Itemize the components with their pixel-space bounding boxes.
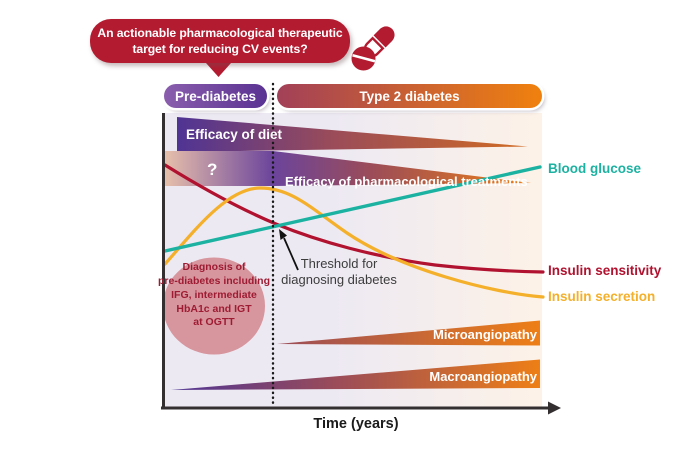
threshold-line-1: Threshold for bbox=[300, 256, 378, 271]
efficacy-of-pharmacological-treatments-wedge bbox=[273, 151, 531, 186]
question-band bbox=[163, 151, 273, 186]
blood-glucose-line bbox=[163, 165, 542, 253]
diagnosis-line-5: at OGTT bbox=[193, 316, 235, 329]
diagnosis-annotation: Diagnosis of pre-diabetes including IFG,… bbox=[158, 261, 270, 330]
pill-icon bbox=[351, 26, 395, 71]
phase-pill-type-2-diabetes: Type 2 diabetes bbox=[277, 84, 542, 108]
diagnosis-line-2: pre-diabetes including bbox=[158, 274, 271, 287]
threshold-annotation: Threshold for diagnosing diabetes bbox=[277, 256, 401, 287]
phase-pill-pre-diabetes: Pre-diabetes bbox=[164, 84, 267, 108]
diagnosis-line-1: Diagnosis of bbox=[182, 261, 246, 273]
diagnosis-ellipse bbox=[163, 257, 265, 355]
cv-events-banner: An actionable pharmacological therapeuti… bbox=[90, 19, 350, 63]
diagnosis-line-3: IFG, intermediate bbox=[171, 288, 257, 301]
insulin-sensitivity-label: Insulin sensitivity bbox=[548, 263, 662, 278]
phase-pre-diabetes-label: Pre-diabetes bbox=[174, 88, 257, 104]
insulin-secretion-label: Insulin secretion bbox=[548, 289, 656, 304]
diagnosis-line-4: HbA1c and IGT bbox=[176, 302, 252, 315]
threshold-arrowhead bbox=[279, 229, 287, 240]
blood-glucose-label: Blood glucose bbox=[548, 161, 642, 176]
efficacy-of-diet-label: Efficacy of diet bbox=[186, 127, 283, 142]
insulin-secretion-line bbox=[163, 186, 545, 299]
x-axis-arrowhead bbox=[548, 401, 561, 415]
threshold-arrow bbox=[283, 237, 299, 271]
banner-line-1: An actionable pharmacological therapeuti… bbox=[97, 25, 343, 40]
microangiopathy-label: Microangiopathy bbox=[432, 327, 537, 342]
efficacy-of-diet-wedge bbox=[177, 117, 528, 152]
efficacy-of-pharmacological-treatments-label: Efficacy of pharmacological treatments bbox=[285, 174, 528, 189]
question-mark-label: ? bbox=[207, 160, 218, 179]
x-axis-label: Time (years) bbox=[313, 416, 399, 432]
phase-type-2-diabetes-label: Type 2 diabetes bbox=[359, 88, 460, 104]
banner-line-2: target for reducing CV events? bbox=[132, 42, 308, 56]
macroangiopathy-wedge bbox=[171, 359, 540, 390]
microangiopathy-wedge bbox=[277, 320, 540, 346]
macroangiopathy-label: Macroangiopathy bbox=[429, 369, 537, 384]
threshold-line-2: diagnosing diabetes bbox=[281, 271, 397, 287]
banner-pointer bbox=[206, 63, 231, 77]
